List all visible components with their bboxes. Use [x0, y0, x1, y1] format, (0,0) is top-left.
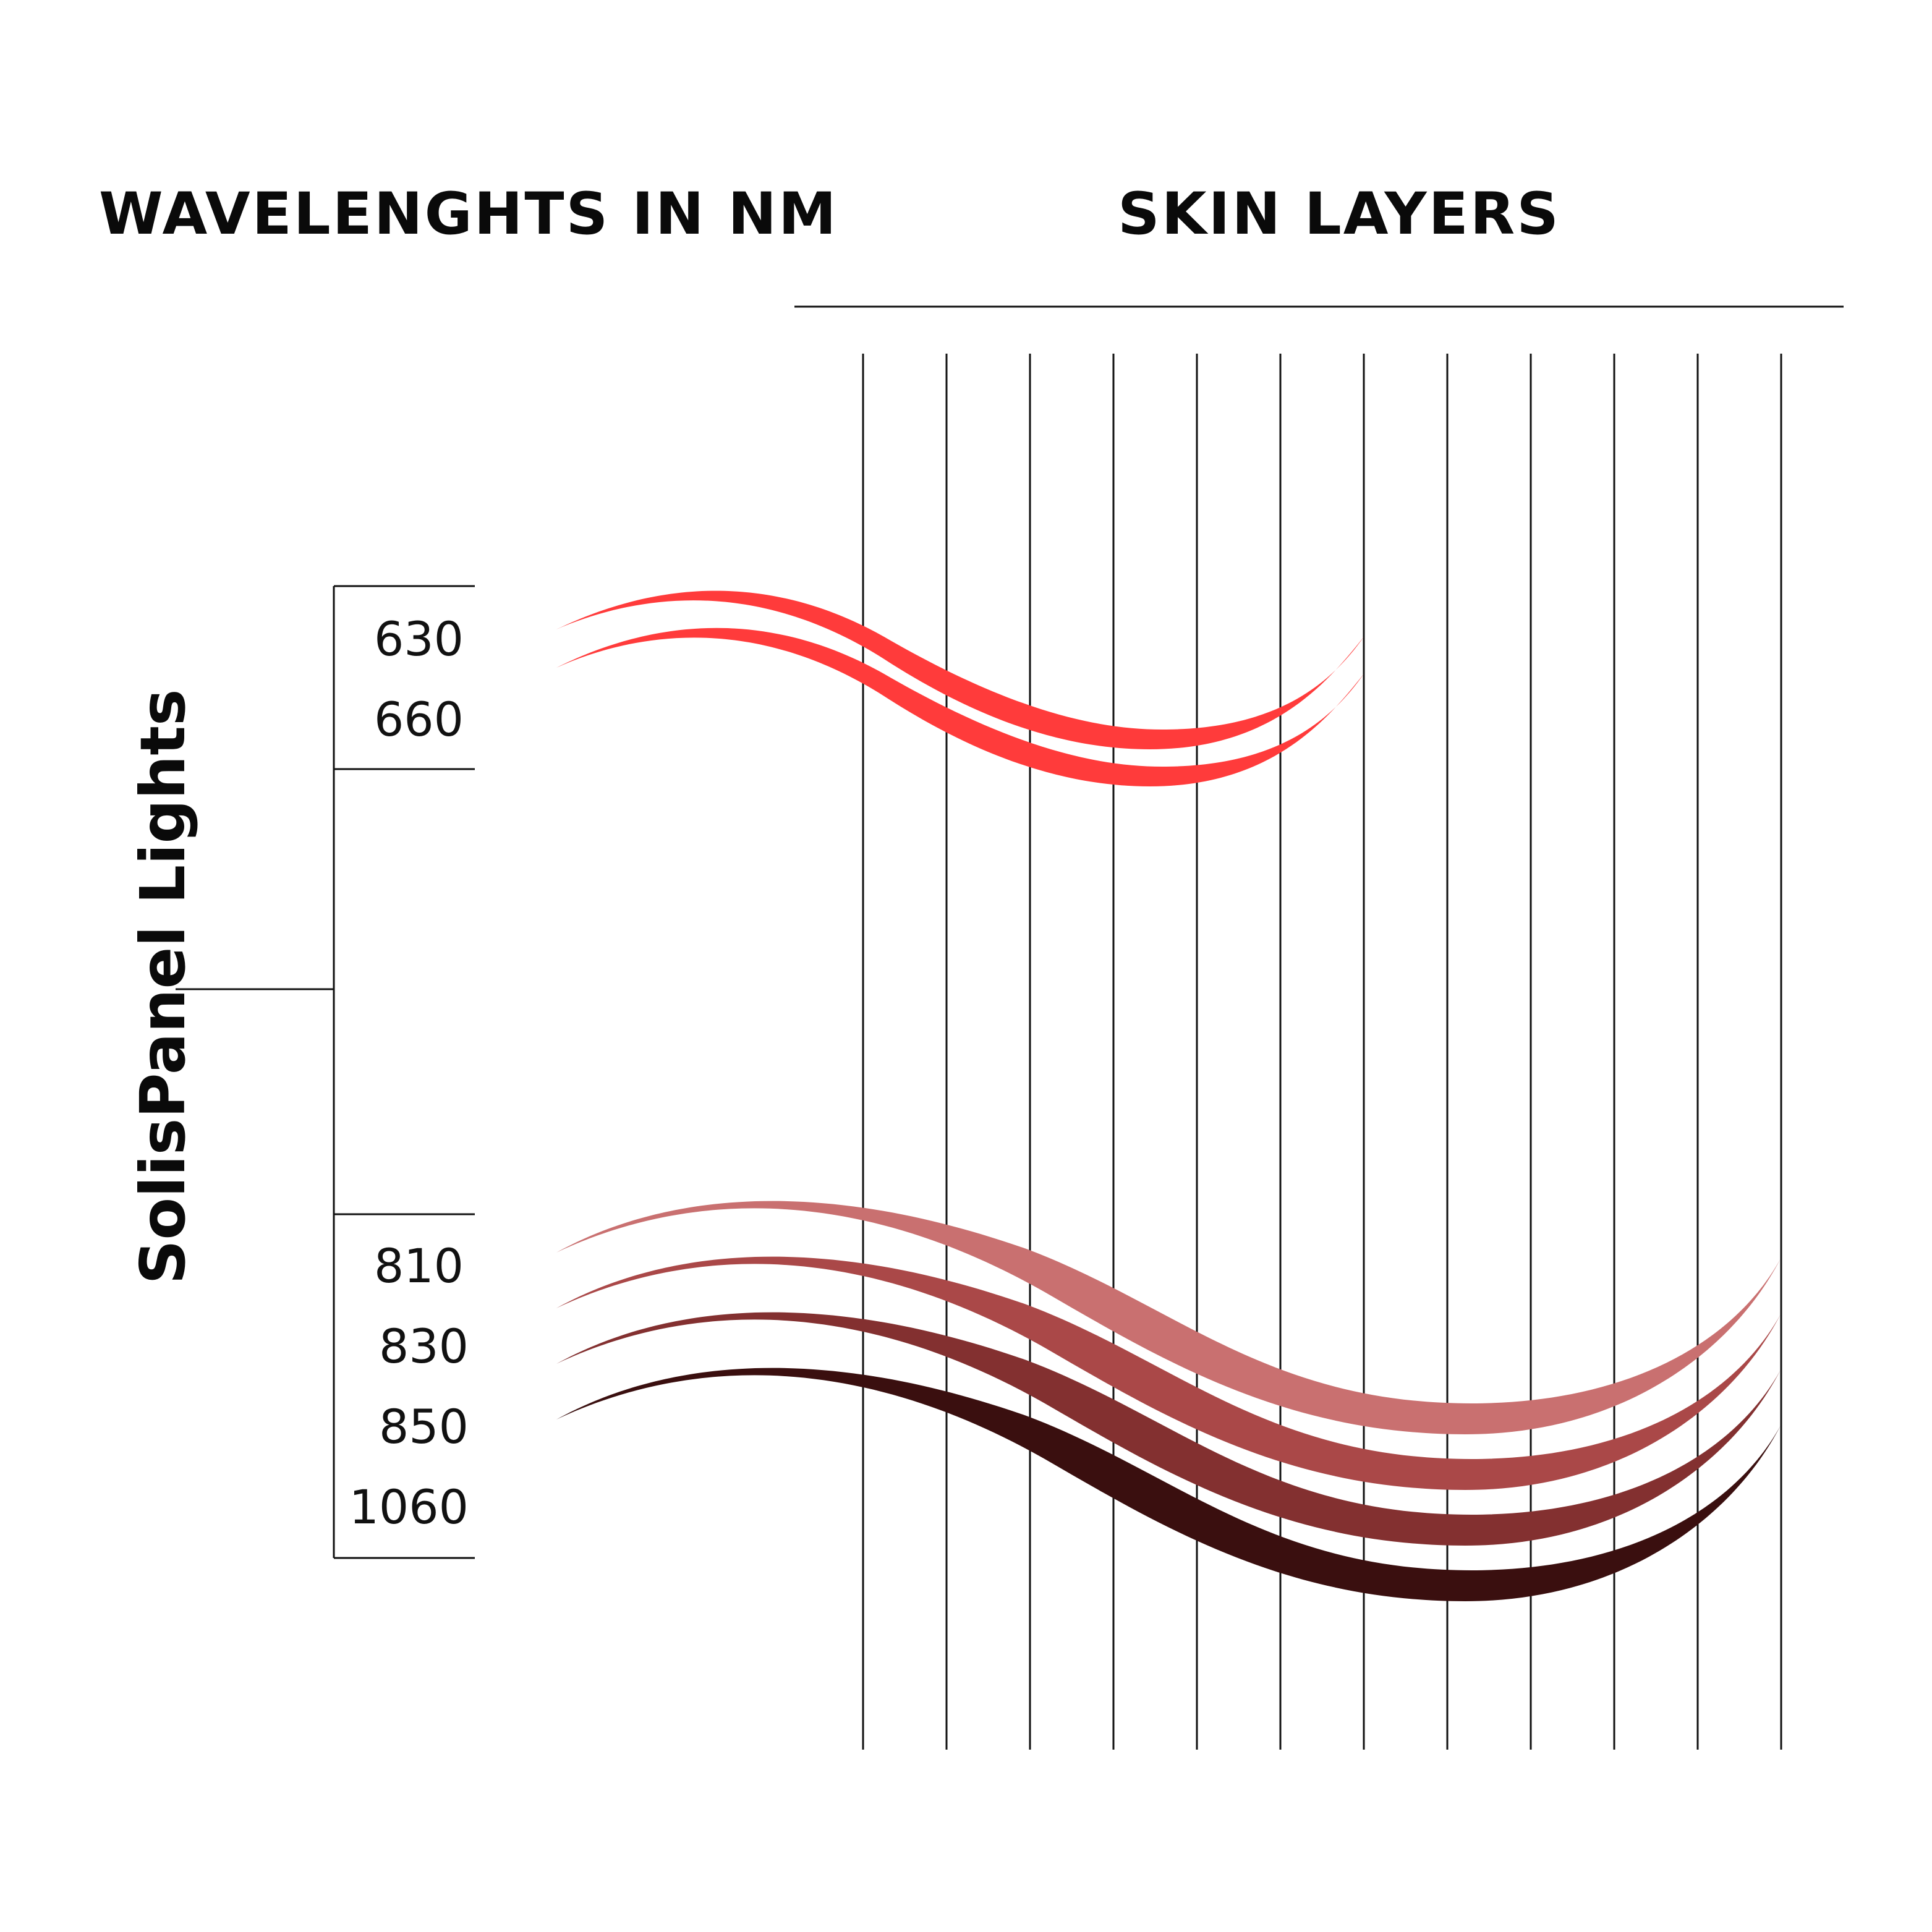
side-label: SolisPanel Lights — [127, 689, 199, 1285]
skin-layers-heading: SKIN LAYERS — [1118, 181, 1560, 248]
wavelength-label-830: 830 — [378, 1319, 469, 1374]
wave-810 — [556, 1201, 1781, 1434]
wavelength-bracket — [176, 585, 475, 1559]
wavelengths-heading: WAVELENGHTS IN NM — [99, 181, 838, 248]
wavelength-label-850: 850 — [378, 1399, 469, 1454]
wave-830 — [556, 1256, 1781, 1490]
wave-850 — [556, 1312, 1781, 1546]
wave-660 — [556, 628, 1364, 786]
wavelength-label-810: 810 — [373, 1238, 464, 1293]
wavelength-label-630: 630 — [373, 611, 464, 666]
wave-1060 — [556, 1368, 1781, 1601]
wavelength-label-660: 660 — [373, 692, 464, 747]
wavelength-label-1060: 1060 — [349, 1479, 469, 1534]
